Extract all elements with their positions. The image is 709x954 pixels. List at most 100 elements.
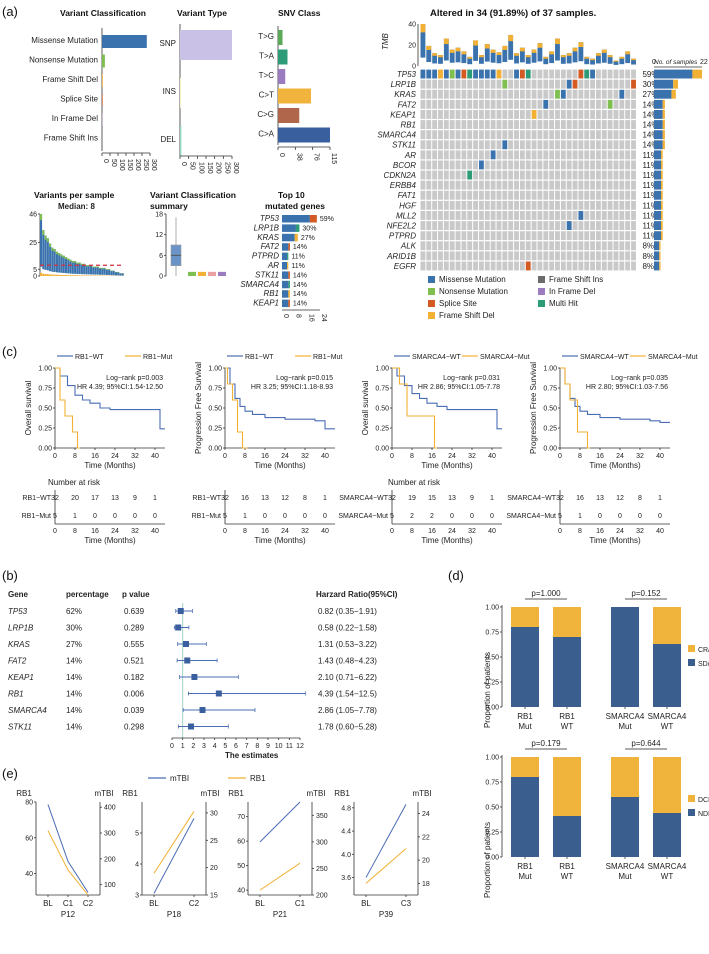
- onco-pct: 11%: [642, 211, 657, 220]
- onco-cell: [461, 211, 467, 220]
- onco-cell: [455, 190, 461, 200]
- onco-cell: [432, 211, 438, 220]
- onco-cell: [508, 150, 514, 160]
- risk-xtick-label: 24: [281, 528, 289, 535]
- onco-cell: [426, 89, 432, 99]
- snv-bar: [278, 30, 283, 45]
- onco-cell: [607, 190, 613, 200]
- onco-cell: [473, 180, 478, 190]
- onco-cell: [420, 221, 426, 230]
- risk-xtick-label: 16: [428, 528, 436, 535]
- onco-count-bar-2: [660, 160, 663, 170]
- onco-cell: [596, 130, 601, 140]
- onco-cell: [560, 160, 566, 170]
- ps-tick-label: 46: [29, 212, 37, 219]
- onco-pct: 14%: [642, 110, 658, 119]
- onco-cell: [566, 150, 572, 160]
- tmb-bar: [625, 51, 631, 64]
- ps-bar-missense: [46, 238, 49, 271]
- e-ltick-label: 5: [135, 831, 139, 838]
- snv-tick-label: 0: [278, 153, 285, 157]
- e-rtick-label: 400: [104, 805, 116, 812]
- top10-gene: FAT2: [261, 242, 280, 251]
- onco-pct: 8%: [642, 242, 654, 251]
- onco-cell: [473, 140, 478, 150]
- onco-cell: [438, 231, 443, 241]
- onco-cell: [619, 150, 625, 160]
- vt-label: INS: [163, 87, 176, 96]
- e-xtick-label: C2: [189, 899, 200, 908]
- onco-cell: [455, 110, 461, 119]
- tmb-tick-label: 0: [412, 64, 416, 71]
- onco-cell: [420, 211, 426, 220]
- forest-hr-text: 4.39 (1.54−12.5): [318, 690, 377, 699]
- km-xtick-label: 40: [656, 453, 664, 460]
- onco-cell: [508, 110, 514, 119]
- forest-pct: 14%: [66, 723, 82, 732]
- km-curve-wt: [392, 367, 502, 430]
- onco-cell: [578, 180, 584, 190]
- km-ytick-label: 1.00: [208, 366, 222, 373]
- onco-pct: 11%: [642, 201, 657, 210]
- onco-cell: [601, 180, 607, 190]
- onco-cell: [519, 241, 525, 251]
- onco-cell: [566, 89, 572, 99]
- tmb-bar: [555, 38, 560, 61]
- onco-cell: [443, 180, 449, 190]
- onco-cell: [519, 211, 525, 220]
- onco-gene: TP53: [397, 70, 417, 79]
- onco-cell: [560, 110, 566, 119]
- risk-wt-value: 32: [388, 495, 396, 502]
- onco-cell: [572, 251, 578, 261]
- onco-count-bar-2: [660, 190, 663, 200]
- onco-cell: [490, 110, 496, 119]
- snv-label: C>G: [257, 110, 274, 119]
- km-ytick-label: 0.25: [375, 426, 389, 433]
- onco-cell: [631, 89, 636, 99]
- onco-cell: [613, 160, 619, 170]
- onco-cell: [455, 120, 461, 129]
- onco-cell: [508, 99, 514, 109]
- onco-gene: FAT2: [398, 100, 417, 109]
- ps-bar-nonsense: [60, 254, 63, 257]
- ps-tick-label: 5: [33, 267, 37, 274]
- onco-cell: [438, 79, 443, 89]
- onco-cell: [525, 140, 531, 150]
- sum-tick-label: 12: [155, 232, 163, 239]
- onco-cell: [443, 200, 449, 210]
- onco-cell: [531, 99, 537, 109]
- tmb-bar: [484, 44, 490, 62]
- onco-cell: [508, 221, 514, 230]
- onco-cell: [549, 231, 555, 241]
- onco-cell: [525, 190, 531, 200]
- vc-tick-label: 100: [118, 159, 125, 171]
- d-bottom-ytick-label: 0.75: [485, 780, 499, 787]
- onco-cell: [432, 200, 438, 210]
- ps-bar-missense: [114, 271, 117, 276]
- onco-cell: [578, 99, 584, 109]
- onco-cell: [619, 170, 625, 180]
- km-xtick-label: 40: [488, 453, 496, 460]
- forest-pct: 14%: [66, 673, 82, 682]
- onco-cell: [543, 110, 549, 119]
- onco-count-bar-2: [662, 130, 665, 140]
- vt-tick-label: 50: [189, 162, 196, 170]
- onco-cell: [496, 89, 502, 99]
- tmb-bar: [596, 53, 601, 64]
- forest-p: 0.006: [124, 690, 145, 699]
- onco-cell: [432, 69, 438, 79]
- onco-cell: [473, 160, 478, 170]
- onco-cell: [543, 241, 549, 251]
- snv-class-title: SNV Class: [278, 8, 321, 18]
- onco-cell: [596, 231, 601, 241]
- onco-cell: [438, 69, 443, 79]
- onco-cell: [531, 221, 537, 230]
- onco-cell: [432, 130, 438, 140]
- forest-tick-label: 5: [223, 743, 227, 750]
- onco-cell: [514, 180, 519, 190]
- tmb-bar: [461, 51, 467, 64]
- onco-cell: [508, 211, 514, 220]
- onco-cell: [537, 251, 543, 261]
- d-top-group-sub: WT: [561, 722, 574, 731]
- panel-label-a: (a): [2, 4, 18, 19]
